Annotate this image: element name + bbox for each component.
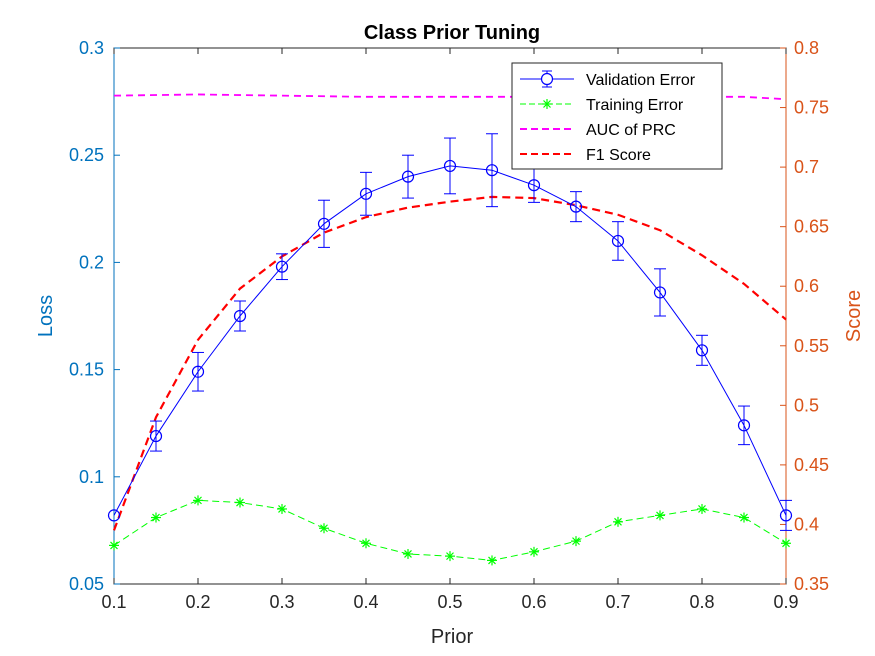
y-right-tick-label: 0.55 (794, 336, 829, 356)
legend-swatch-marker (540, 72, 554, 86)
y-right-tick-label: 0.8 (794, 38, 819, 58)
data-point-validation-error (443, 159, 457, 173)
left-axis-ticks: 0.05 0.1 0.15 0.2 0.25 0.3 (69, 38, 120, 594)
x-tick-label: 0.1 (101, 592, 126, 612)
data-point-validation-error (737, 419, 751, 432)
data-point-validation-error (317, 217, 331, 230)
y-right-tick-label: 0.35 (794, 574, 829, 594)
data-point-validation-error (359, 187, 373, 200)
star-stroke (278, 505, 286, 513)
series-line-auc-of-prc (113, 93, 787, 101)
y-left-tick-label: 0.1 (79, 467, 104, 487)
data-point-validation-error (611, 234, 625, 248)
star-stroke (572, 537, 580, 546)
chart-title: Class Prior Tuning (364, 22, 540, 44)
x-tick-label: 0.5 (437, 592, 462, 612)
x-tick-label: 0.7 (605, 592, 630, 612)
data-point-validation-error (401, 170, 415, 183)
x-axis-ticks: 0.1 0.2 0.3 0.4 0.5 0.6 0.7 0.8 0.9 (101, 48, 799, 612)
data-point-validation-error (779, 509, 793, 522)
data-point-training-error (613, 516, 623, 527)
star-stroke (656, 511, 664, 520)
y-left-tick-label: 0.3 (79, 38, 104, 58)
legend: Validation Error Training Error AUC of PRC… (511, 62, 723, 170)
y-right-tick-label: 0.5 (794, 395, 819, 415)
series-line-f1-score (112, 195, 787, 531)
y-left-tick-label: 0.2 (79, 252, 104, 272)
data-point-training-error (151, 512, 161, 523)
series-layer (107, 93, 793, 566)
data-point-training-error (445, 551, 455, 562)
right-axis-ticks: 0.35 0.4 0.45 0.5 0.55 0.6 0.65 0.7 0.75 0.8 (780, 38, 829, 594)
data-point-validation-error (569, 200, 583, 213)
y-left-tick-label: 0.25 (69, 145, 104, 165)
data-point-training-error (781, 538, 791, 549)
x-tick-label: 0.4 (353, 592, 378, 612)
data-point-validation-error (233, 309, 247, 323)
data-point-training-error (193, 495, 203, 506)
legend-label: Validation Error (586, 72, 696, 89)
data-point-validation-error (275, 260, 289, 273)
data-point-validation-error (107, 509, 121, 522)
data-point-validation-error (191, 365, 205, 378)
y-right-tick-label: 0.4 (794, 514, 819, 534)
star-stroke (488, 556, 496, 565)
x-tick-label: 0.8 (689, 592, 714, 612)
x-tick-label: 0.3 (269, 592, 294, 612)
data-point-training-error (697, 503, 707, 514)
y-left-tick-label: 0.15 (69, 360, 104, 380)
star-stroke (194, 496, 202, 505)
star-stroke (362, 539, 370, 548)
legend-label: AUC of PRC (586, 122, 676, 139)
data-point-training-error (319, 523, 329, 534)
x-axis-label: Prior (431, 626, 474, 648)
data-point-validation-error (527, 179, 541, 192)
star-stroke (614, 517, 622, 526)
x-tick-label: 0.6 (521, 592, 546, 612)
data-point-training-error (655, 510, 665, 521)
x-tick-label: 0.9 (773, 592, 798, 612)
star-stroke (320, 524, 328, 533)
y-right-tick-label: 0.75 (794, 98, 829, 118)
star-stroke (782, 539, 790, 548)
star-stroke (698, 505, 706, 513)
star-stroke (740, 513, 748, 522)
star-stroke (152, 513, 160, 522)
data-point-validation-error (653, 286, 667, 299)
data-point-training-error (529, 546, 539, 557)
y-right-tick-label: 0.6 (794, 276, 819, 296)
star-stroke (236, 498, 244, 507)
x-tick-label: 0.2 (185, 592, 210, 612)
data-point-training-error (403, 548, 413, 559)
star-stroke (404, 550, 412, 558)
y-right-tick-label: 0.65 (794, 217, 829, 237)
star-stroke (530, 547, 538, 556)
y-right-tick-label: 0.7 (794, 157, 819, 177)
data-point-training-error (235, 497, 245, 508)
data-point-training-error (487, 555, 497, 566)
y-right-tick-label: 0.45 (794, 455, 829, 475)
star-stroke (446, 552, 454, 561)
y-axis-right-label: Score (843, 290, 865, 342)
y-axis-left-label: Loss (35, 295, 57, 337)
data-point-training-error (571, 536, 581, 547)
data-point-training-error (109, 540, 119, 551)
data-point-training-error (361, 538, 371, 549)
data-point-training-error (739, 512, 749, 523)
legend-label: F1 Score (586, 147, 651, 164)
data-point-validation-error (695, 344, 709, 357)
y-left-tick-label: 0.05 (69, 574, 104, 594)
data-point-training-error (277, 503, 287, 514)
legend-label: Training Error (586, 97, 684, 114)
data-point-validation-error (149, 429, 163, 443)
data-point-validation-error (485, 164, 499, 177)
star-stroke (110, 541, 118, 550)
legend-swatch-marker (543, 100, 551, 108)
